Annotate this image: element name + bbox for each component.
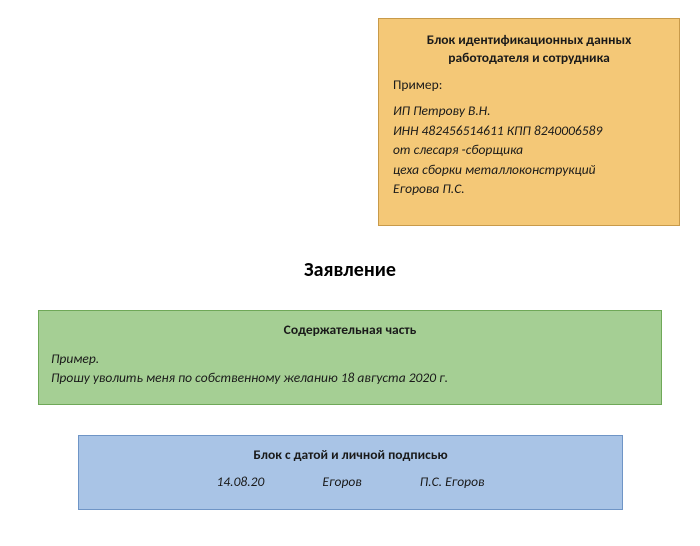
signature-name: П.С. Егоров [420, 473, 485, 490]
id-title-line2: работодателя и сотрудника [448, 49, 610, 66]
statement-title: Заявление [0, 258, 700, 282]
content-example-body: Пример. Прошу уволить меня по собственно… [51, 350, 649, 388]
content-body-text: Прошу уволить меня по собственному желан… [51, 369, 448, 386]
identification-block-title: Блок идентификационных данных работодате… [393, 31, 665, 66]
signature-block-title: Блок с датой и личной подписью [91, 446, 610, 463]
id-example-label: Пример: [393, 76, 665, 93]
signature-row: 14.08.20 Егоров П.С. Егоров [91, 473, 610, 490]
signature-date: 14.08.20 [217, 473, 265, 490]
content-example-label: Пример. [51, 350, 99, 367]
id-line1: ИП Петрову В.Н. [393, 102, 491, 119]
identification-block: Блок идентификационных данных работодате… [378, 18, 680, 226]
content-block-title: Содержательная часть [51, 321, 649, 338]
signature-block: Блок с датой и личной подписью 14.08.20 … [78, 435, 623, 510]
content-block: Содержательная часть Пример. Прошу уволи… [38, 310, 662, 405]
id-line3: от слесаря -сборщика [393, 141, 523, 158]
id-line2: ИНН 482456514611 КПП 8240006589 [393, 122, 602, 139]
id-title-line1: Блок идентификационных данных [427, 31, 632, 48]
signature-sign: Егоров [322, 473, 361, 490]
id-line5: Егорова П.С. [393, 180, 465, 197]
id-example-body: ИП Петрову В.Н. ИНН 482456514611 КПП 824… [393, 101, 665, 199]
id-line4: цеха сборки металлоконструкций [393, 161, 596, 178]
